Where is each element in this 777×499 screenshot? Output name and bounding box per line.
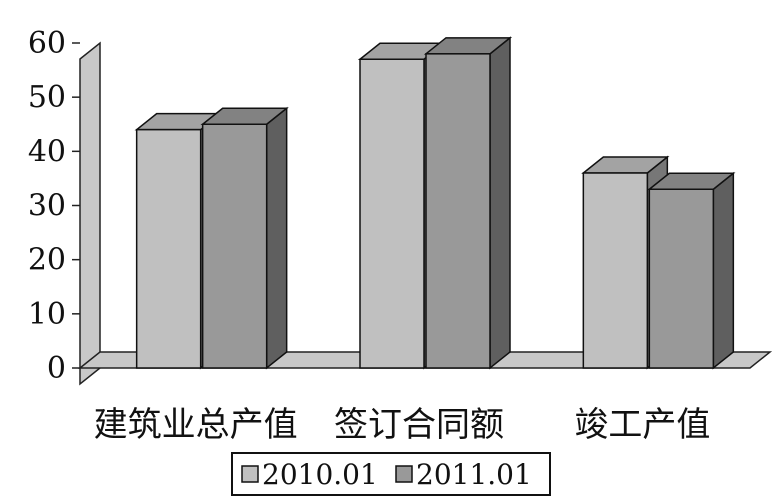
bar-front [359,58,425,369]
side-wall [79,41,101,386]
y-tick-label: 20 [28,243,66,278]
bar [423,36,513,370]
bars [134,36,736,370]
y-tick-label: 30 [28,189,66,224]
x-axis: 建筑业总产值 签订合同额 竣工产值 [94,405,711,445]
bar [200,106,289,370]
bar-side [712,171,735,370]
legend-swatch [395,465,413,483]
bar-front [201,123,268,369]
x-category-label: 建筑业总产值 [94,405,298,445]
y-tick-label: 40 [28,134,66,169]
x-category-label: 竣工产值 [574,405,710,445]
y-axis: 0 10 20 30 40 50 60 [28,26,80,386]
bar-front [582,172,649,369]
y-tick-label: 60 [28,26,66,61]
y-tick-label: 10 [28,297,66,332]
legend-label: 2011.01 [416,458,532,491]
bar-front [135,128,202,369]
x-category-label: 签订合同额 [334,405,504,445]
bar-front [648,188,715,369]
y-tick-label: 0 [47,351,66,386]
bar-front [425,53,491,369]
legend-box [231,452,551,496]
y-tick-label: 50 [28,80,66,115]
legend: 2010.01 2011.01 [231,452,551,496]
legend-swatch [241,465,259,483]
legend-label: 2010.01 [262,458,378,491]
bar [647,171,736,370]
bar-side [265,106,288,370]
bar-side [489,36,511,370]
